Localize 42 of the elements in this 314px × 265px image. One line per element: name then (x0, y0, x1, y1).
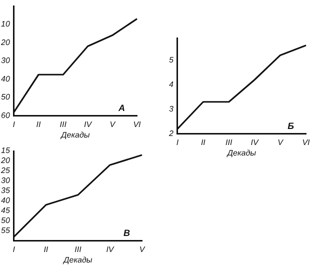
x-tick-label: V (110, 120, 116, 129)
y-tick-label: 2 (168, 129, 174, 138)
x-axis-title: Декады (60, 130, 90, 140)
x-tick-label: I (12, 120, 16, 129)
x-tick-label: III (226, 138, 233, 147)
y-tick-label: 45 (0, 206, 10, 216)
x-tick-label: V (139, 244, 146, 254)
y-tick-label: 50 (0, 92, 10, 102)
x-tick-label: VI (302, 138, 311, 147)
annotation: А (118, 102, 125, 113)
x-tick-label: II (44, 244, 49, 254)
y-tick-label: 20 (0, 156, 10, 166)
y-tick-label: 35 (0, 186, 10, 196)
y-tick-label: 3 (168, 104, 174, 114)
x-axis-title: Декады (62, 255, 92, 264)
x-tick-label: III (74, 244, 82, 254)
x-axis-title: Декады (226, 148, 256, 158)
x-tick-label: IV (84, 120, 92, 129)
y-tick-label: 30 (0, 56, 10, 66)
y-tick-label: 40 (0, 196, 10, 206)
annotation: В (124, 228, 130, 238)
x-tick-label: IV (106, 244, 114, 254)
x-tick-label: III (60, 120, 68, 129)
x-tick-label: VI (133, 120, 142, 129)
x-tick-label: IV (250, 138, 260, 147)
y-tick-label: 20 (0, 38, 10, 47)
y-tick-label: 15 (0, 146, 10, 156)
y-tick-label: 60 (0, 111, 10, 120)
y-tick-label: 5 (168, 55, 174, 64)
x-tick-label: II (36, 120, 42, 129)
x-tick-label: I (176, 138, 180, 147)
y-tick-label: 55 (0, 226, 10, 236)
y-tick-label: 40 (0, 74, 10, 84)
x-tick-label: V (278, 138, 284, 147)
annotation: Б (288, 120, 295, 131)
y-tick-label: 50 (0, 216, 10, 226)
x-tick-label: I (12, 244, 16, 254)
y-tick-label: 30 (0, 176, 10, 186)
y-tick-label: 10 (0, 20, 10, 29)
y-tick-label: 4 (168, 80, 174, 89)
y-tick-label: 25 (0, 166, 10, 176)
x-tick-label: II (200, 138, 206, 147)
